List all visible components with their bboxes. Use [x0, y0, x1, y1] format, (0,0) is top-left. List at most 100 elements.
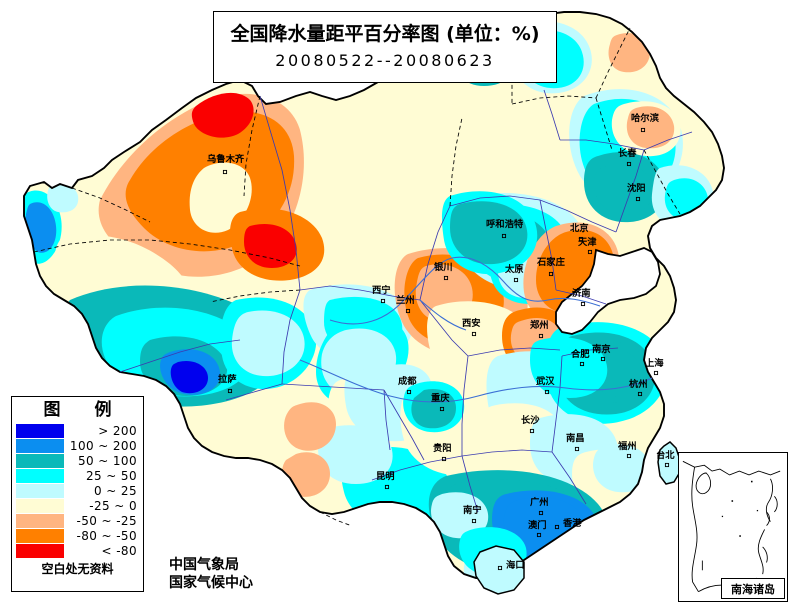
legend-label: -25 ~ 0	[89, 499, 137, 514]
city-label: 兰州	[396, 294, 415, 306]
city-dot-icon	[529, 428, 535, 434]
city-marker: 拉萨	[218, 373, 237, 394]
legend-row: -80 ~ -50	[12, 529, 143, 544]
city-marker: 乌鲁木齐	[207, 153, 245, 175]
city-dot-icon	[513, 277, 519, 283]
city-marker: 太原	[504, 263, 524, 283]
city-label: 昆明	[376, 471, 395, 482]
legend-row: < -80	[12, 544, 143, 559]
city-marker: 天津	[578, 236, 597, 255]
legend-rows: > 200 100 ~ 200 50 ~ 100 25 ~ 50 0 ~ 25 -25 ~…	[12, 424, 143, 559]
legend-label: -80 ~ -50	[76, 529, 137, 544]
legend-swatch	[16, 454, 64, 469]
city-marker: 沈阳	[627, 182, 646, 202]
city-marker: 兰州	[396, 294, 415, 314]
legend-label: 50 ~ 100	[77, 454, 137, 469]
legend-row: -25 ~ 0	[12, 499, 143, 514]
city-marker: 西宁	[372, 284, 391, 304]
city-marker: 香港	[554, 517, 582, 530]
city-marker: 合肥	[571, 348, 590, 367]
legend-label: > 200	[98, 424, 137, 439]
city-label: 合肥	[571, 348, 590, 360]
legend-label: 0 ~ 25	[94, 484, 137, 499]
city-dot-icon	[384, 484, 390, 490]
city-marker: 广州	[530, 496, 549, 516]
city-marker: 哈尔滨	[631, 112, 660, 133]
city-dot-icon	[441, 456, 447, 462]
city-dot-icon	[501, 233, 507, 239]
map-title: 全国降水量距平百分率图 (单位：%)	[230, 23, 540, 46]
city-dot-icon	[536, 532, 542, 538]
legend-swatch	[16, 469, 64, 484]
city-label: 天津	[578, 236, 597, 248]
bohai-sea	[555, 247, 661, 335]
legend-row: > 200	[12, 424, 143, 439]
attribution: 中国气象局 国家气候中心	[169, 556, 253, 593]
city-marker: 长沙	[521, 414, 540, 434]
city-dot-icon	[544, 389, 550, 395]
city-dot-icon	[574, 446, 580, 452]
city-label: 贵阳	[433, 442, 452, 454]
city-label: 成都	[398, 375, 417, 387]
legend-swatch	[16, 529, 64, 544]
city-dot-icon	[600, 356, 606, 362]
city-marker: 贵阳	[433, 442, 452, 462]
city-dot-icon	[471, 518, 477, 524]
legend-row: 100 ~ 200	[12, 439, 143, 454]
city-dot-icon	[587, 249, 593, 255]
city-dot-icon	[471, 331, 477, 337]
city-label: 广州	[530, 496, 549, 508]
city-label: 长春	[618, 147, 637, 159]
legend-label: -50 ~ -25	[76, 514, 137, 529]
city-dot-icon	[637, 391, 643, 397]
city-label: 长沙	[521, 414, 540, 426]
city-dot-icon	[443, 275, 449, 281]
city-label: 银川	[434, 261, 453, 273]
legend-label: < -80	[101, 544, 137, 559]
city-label: 澳门	[528, 519, 547, 531]
city-marker: 武汉	[536, 375, 555, 395]
city-dot-icon	[380, 298, 386, 304]
city-label: 西安	[462, 317, 481, 329]
city-label: 北京	[570, 222, 589, 234]
city-marker: 西安	[462, 317, 481, 337]
city-marker: 澳门	[528, 519, 547, 538]
city-dot-icon	[664, 462, 670, 468]
city-marker: 南昌	[566, 432, 585, 452]
city-marker: 石家庄	[536, 256, 566, 277]
city-marker: 福州	[617, 440, 637, 459]
city-label: 南宁	[463, 504, 482, 516]
city-dot-icon	[653, 370, 659, 376]
legend-label: 25 ~ 50	[85, 469, 137, 484]
city-dot-icon	[578, 236, 584, 242]
legend-row: -50 ~ -25	[12, 514, 143, 529]
map-date-range: 20080522--20080623	[275, 51, 495, 71]
city-dot-icon	[405, 308, 411, 314]
city-marker: 台北	[656, 449, 675, 468]
city-marker: 济南	[572, 287, 591, 307]
inset-label: 南海诸岛	[721, 578, 785, 599]
city-marker: 成都	[398, 375, 417, 395]
city-dot-icon	[406, 389, 412, 395]
city-marker: 郑州	[530, 319, 549, 339]
city-label: 南昌	[566, 432, 585, 444]
legend-swatch	[16, 484, 64, 499]
city-label: 台北	[656, 449, 675, 461]
city-label: 太原	[504, 263, 524, 275]
city-dot-icon	[538, 510, 544, 516]
city-marker: 呼和浩特	[486, 218, 524, 239]
city-dot-icon	[548, 271, 554, 277]
legend-footnote: 空白处无资料	[41, 561, 114, 576]
city-label: 杭州	[629, 378, 648, 390]
city-marker: 昆明	[376, 471, 395, 490]
city-label: 南京	[592, 343, 611, 355]
city-label: 哈尔滨	[631, 112, 660, 124]
city-dot-icon	[227, 388, 233, 394]
city-marker: 长春	[618, 147, 637, 167]
city-dot-icon	[497, 565, 503, 571]
legend-swatch	[16, 439, 64, 454]
province-boundaries	[119, 89, 693, 513]
legend-label: 100 ~ 200	[69, 439, 137, 454]
